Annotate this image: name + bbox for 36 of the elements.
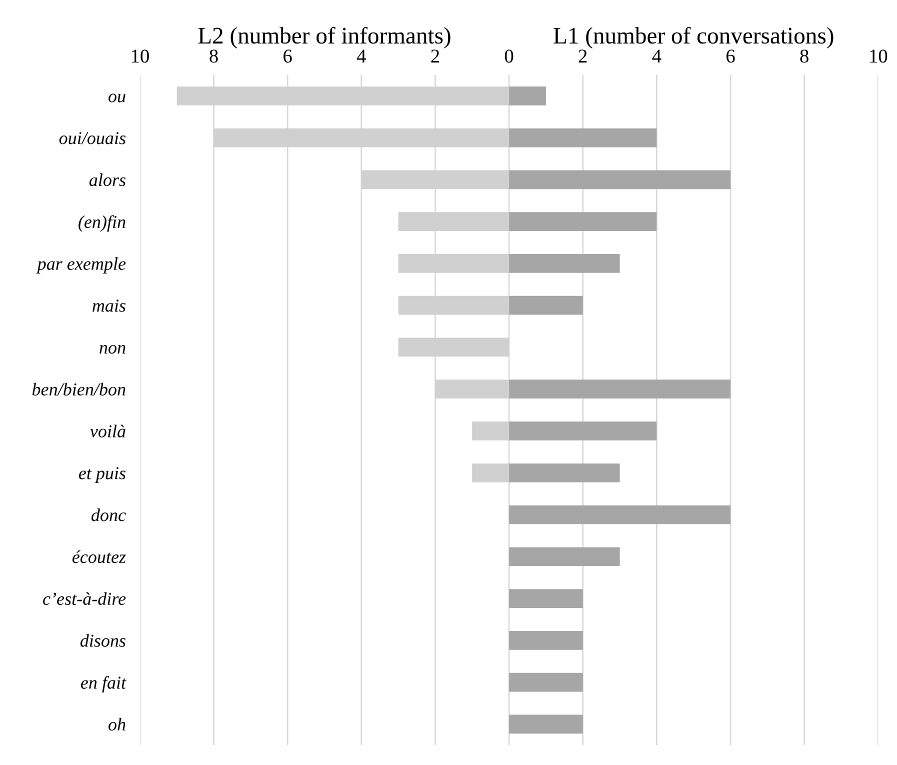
- y-tick-label: voilà: [90, 424, 126, 438]
- x-tick-label: 6: [284, 50, 292, 63]
- y-tick-label: par exemple: [36, 257, 126, 274]
- y-tick-label: mais: [92, 300, 126, 312]
- y-tick-label: oui/ouais: [59, 132, 126, 144]
- y-tick-label: et puis: [78, 467, 126, 483]
- y-tick-label: en fait: [80, 676, 126, 692]
- bar: [509, 672, 583, 692]
- y-tick-label: non: [100, 344, 126, 354]
- y-tick-label: c’est-à-dire: [43, 592, 126, 605]
- y-tick-label: ou: [108, 94, 126, 102]
- y-tick-label: ben/bien/bon: [32, 382, 126, 396]
- x-tick-label: 8: [800, 50, 808, 63]
- bar: [509, 547, 620, 566]
- x-tick-label: 8: [210, 50, 218, 63]
- y-tick-label: écoutez: [72, 550, 126, 564]
- x-tick-label: 2: [431, 50, 440, 62]
- x-axis-title: L2 (number of informants): [198, 26, 450, 48]
- y-tick-label: disons: [80, 634, 126, 647]
- y-tick-label: oh: [108, 718, 126, 731]
- x-axis-title: L1 (number of conversations): [554, 26, 834, 48]
- x-tick-label: 10: [132, 50, 149, 63]
- y-tick-label: alors: [89, 173, 126, 186]
- x-tick-label: 2: [578, 50, 587, 62]
- x-tick-label: 0: [504, 50, 514, 63]
- x-tick-label: 10: [870, 50, 888, 63]
- x-tick-label: 6: [726, 50, 735, 63]
- bar: [509, 714, 583, 734]
- x-tick-label: 4: [356, 50, 366, 62]
- y-tick-label: donc: [91, 508, 126, 522]
- bar: [509, 589, 583, 608]
- bar: [509, 86, 546, 106]
- bar: [509, 630, 583, 650]
- x-tick-label: 4: [652, 50, 662, 62]
- bar: [509, 505, 731, 524]
- y-tick-label: (en)fin: [78, 215, 126, 232]
